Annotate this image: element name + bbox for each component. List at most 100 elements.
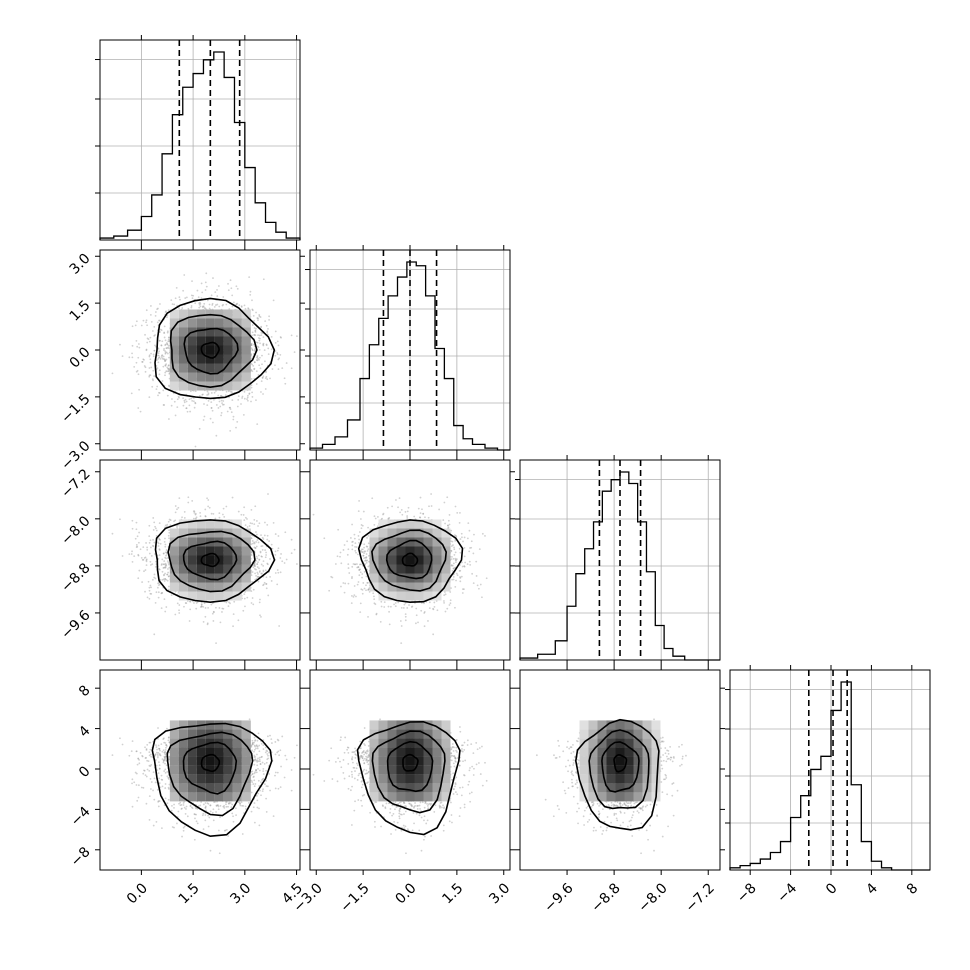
scatter-point: [188, 620, 191, 622]
scatter-point: [167, 561, 170, 564]
scatter-point: [161, 340, 164, 343]
density-cell: [178, 528, 188, 538]
scatter-point: [220, 399, 223, 402]
scatter-point: [181, 516, 183, 519]
scatter-point: [204, 281, 207, 284]
scatter-point: [215, 606, 217, 609]
scatter-point: [198, 303, 201, 306]
scatter-point: [283, 562, 286, 564]
scatter-point: [253, 368, 256, 371]
scatter-point: [265, 344, 268, 347]
scatter-point: [201, 393, 204, 396]
scatter-point: [192, 294, 195, 297]
scatter-point: [262, 344, 265, 347]
scatter-point: [157, 307, 159, 310]
scatter-point: [155, 359, 158, 362]
scatter-point: [168, 563, 170, 566]
scatter-point: [241, 395, 244, 398]
scatter-point: [198, 302, 200, 305]
scatter-point: [184, 398, 187, 401]
scatter-point: [257, 573, 259, 575]
scatter-point: [176, 524, 179, 527]
density-cell: [241, 573, 251, 583]
scatter-point: [229, 408, 232, 411]
scatter-point: [256, 341, 259, 344]
scatter-point: [258, 364, 261, 367]
scatter-point: [210, 407, 213, 409]
scatter-point: [157, 354, 160, 357]
scatter-point: [164, 566, 167, 569]
scatter-point: [194, 513, 197, 516]
scatter-point: [205, 272, 208, 275]
density-cell: [196, 582, 206, 592]
scatter-point: [258, 570, 261, 572]
scatter-point: [136, 545, 139, 548]
density-cell: [232, 381, 242, 391]
density-cell: [169, 354, 179, 364]
scatter-point: [274, 350, 277, 352]
scatter-point: [247, 307, 250, 310]
scatter-point: [141, 361, 144, 363]
scatter-point: [174, 414, 177, 417]
scatter-point: [254, 565, 257, 568]
scatter-point: [136, 369, 139, 372]
histogram-line: [99, 51, 301, 240]
scatter-point: [162, 567, 165, 569]
scatter-point: [242, 514, 245, 516]
scatter-point: [206, 299, 209, 302]
scatter-point: [194, 517, 197, 520]
scatter-point: [251, 597, 254, 599]
scatter-point: [253, 523, 256, 526]
scatter-point: [138, 569, 141, 572]
scatter-point: [158, 583, 161, 586]
scatter-point: [227, 390, 230, 393]
scatter-point: [164, 360, 166, 363]
scatter-point: [176, 398, 179, 401]
scatter-point: [274, 572, 277, 574]
density-cell: [169, 336, 179, 346]
density-cell: [169, 372, 179, 382]
scatter-point: [156, 308, 158, 311]
scatter-point: [254, 330, 257, 332]
scatter-point: [361, 551, 364, 554]
density-cell: [205, 372, 215, 382]
scatter-point: [154, 601, 157, 604]
scatter-point: [207, 499, 210, 501]
scatter-point: [165, 606, 168, 608]
scatter-point: [199, 303, 202, 305]
scatter-point: [251, 308, 254, 311]
scatter-point: [153, 325, 156, 328]
scatter-point: [148, 552, 151, 555]
density-cell: [169, 555, 179, 565]
scatter-point: [244, 524, 247, 527]
density-cell: [169, 546, 179, 556]
scatter-point: [249, 522, 252, 525]
scatter-point: [193, 602, 195, 604]
density-cell: [232, 591, 242, 601]
scatter-point: [256, 571, 259, 574]
scatter-point: [146, 548, 149, 551]
scatter-point: [185, 400, 188, 403]
scatter-point: [137, 343, 140, 345]
scatter-point: [316, 547, 318, 549]
scatter-point: [149, 584, 152, 587]
scatter-point: [261, 555, 263, 558]
scatter-point: [204, 508, 207, 511]
scatter-point: [189, 410, 192, 413]
scatter-point: [164, 350, 167, 353]
scatter-point: [166, 552, 168, 555]
scatter-point: [149, 361, 152, 364]
scatter-point: [203, 302, 206, 305]
scatter-point: [153, 521, 156, 524]
scatter-point: [151, 578, 154, 581]
scatter-point: [135, 521, 138, 524]
scatter-point: [151, 563, 154, 566]
density-cell: [196, 372, 206, 382]
scatter-point: [200, 605, 203, 608]
scatter-point: [135, 544, 138, 546]
scatter-point: [163, 331, 166, 334]
scatter-point: [242, 413, 245, 416]
scatter-point: [428, 607, 431, 610]
histogram-p3: −8 −4 0 4 8: [725, 665, 931, 906]
scatter-point: [159, 578, 162, 581]
